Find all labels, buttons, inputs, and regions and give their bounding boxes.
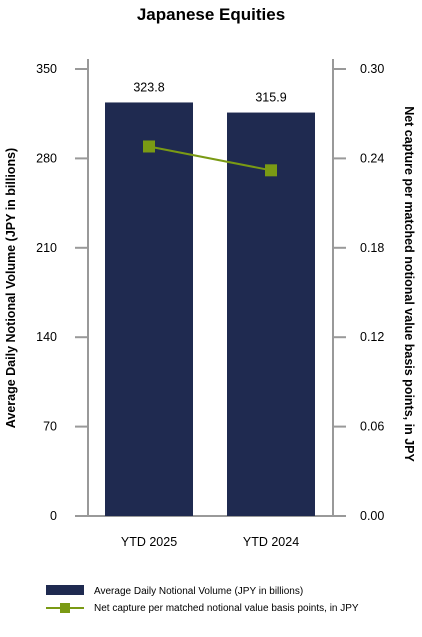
bar (227, 112, 315, 516)
line-point (265, 164, 277, 177)
y2-axis-label: Net capture per matched notional value b… (402, 106, 416, 462)
left-axis-ticks: 0 70 140 210 280 350 (36, 62, 88, 523)
legend-line-marker (60, 603, 70, 613)
chart-title: Japanese Equities (137, 5, 285, 24)
x-tick-label: YTD 2025 (121, 535, 177, 549)
x-tick-label: YTD 2024 (243, 535, 299, 549)
legend-line-label: Net capture per matched notional value b… (94, 603, 359, 614)
bar-series: 323.8 315.9 (105, 80, 315, 516)
y-tick-label: 210 (36, 241, 57, 255)
y-tick-label: 140 (36, 330, 57, 344)
y2-tick-label: 0.06 (360, 420, 384, 434)
x-axis-ticks: YTD 2025 YTD 2024 (121, 535, 299, 549)
y-tick-label: 280 (36, 151, 57, 165)
y2-tick-label: 0.24 (360, 151, 384, 165)
line-series (143, 140, 277, 177)
line-path (148, 145, 272, 172)
legend-bar-swatch (46, 585, 84, 595)
bar-value-label: 323.8 (133, 80, 164, 94)
legend-bar-label: Average Daily Notional Volume (JPY in bi… (94, 586, 303, 597)
y-tick-label: 0 (50, 509, 57, 523)
y-tick-label: 70 (43, 420, 57, 434)
y-tick-label: 350 (36, 62, 57, 76)
right-axis-ticks: 0.00 0.06 0.12 0.18 0.24 0.30 (333, 62, 384, 523)
line-point (143, 140, 155, 153)
y2-tick-label: 0.00 (360, 509, 384, 523)
y2-tick-label: 0.30 (360, 62, 384, 76)
y2-tick-label: 0.12 (360, 330, 384, 344)
legend: Average Daily Notional Volume (JPY in bi… (46, 585, 359, 614)
bar-value-label: 315.9 (255, 91, 286, 105)
y-axis-label: Average Daily Notional Volume (JPY in bi… (4, 148, 18, 428)
bar (105, 102, 193, 516)
y2-tick-label: 0.18 (360, 241, 384, 255)
